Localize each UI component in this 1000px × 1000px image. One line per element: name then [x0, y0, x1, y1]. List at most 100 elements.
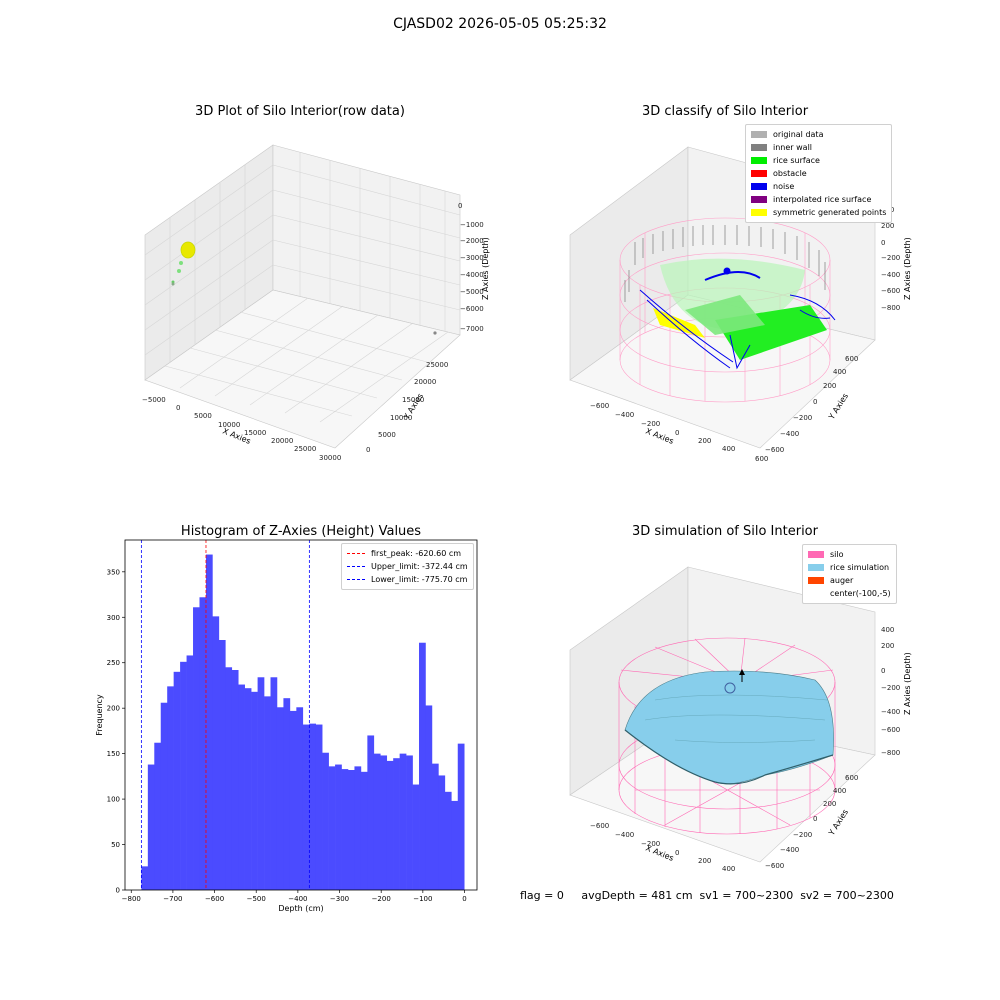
- svg-text:−200: −200: [641, 840, 660, 848]
- histogram-bar: [173, 671, 181, 890]
- histogram-bar: [231, 670, 239, 890]
- svg-text:−2000: −2000: [460, 237, 484, 245]
- histogram-bar: [347, 770, 355, 890]
- histogram-bar: [141, 866, 149, 890]
- axis-ticks: −600 −400 −200 0 200 400 −600 −400 −200 0 200 40…: [590, 626, 900, 873]
- svg-text:−5000: −5000: [460, 288, 484, 296]
- legend-item-interpolated-rice-surface: interpolated rice surface: [751, 193, 886, 206]
- svg-text:0: 0: [813, 815, 817, 823]
- histogram-bar: [309, 723, 317, 890]
- legend-item-noise: noise: [751, 180, 886, 193]
- y-tick-label: 350: [107, 568, 120, 576]
- svg-text:10000: 10000: [218, 421, 240, 429]
- histogram-bar: [289, 710, 297, 890]
- status-footer: flag = 0 avgDepth = 481 cm sv1 = 700~230…: [520, 889, 894, 902]
- rice-surface-points: [660, 258, 827, 360]
- z-axis-label: Z Axies (Depth): [903, 237, 912, 300]
- svg-text:200: 200: [698, 857, 711, 865]
- svg-text:−600: −600: [881, 287, 900, 295]
- y-axis-label: Y Axies: [827, 808, 851, 838]
- y-ticks: 0 50 100 150 200 250 300 350: [107, 568, 125, 895]
- legend-item-upper-limit: Upper_limit: -372.44 cm: [347, 560, 468, 573]
- svg-text:200: 200: [881, 222, 894, 230]
- svg-text:600: 600: [845, 355, 858, 363]
- svg-text:600: 600: [755, 455, 768, 463]
- histogram-bar: [335, 764, 342, 890]
- svg-text:200: 200: [823, 800, 836, 808]
- auger: [724, 669, 745, 694]
- histogram-bar: [257, 677, 265, 890]
- svg-text:20000: 20000: [271, 437, 293, 445]
- legend-item-obstacle: obstacle: [751, 167, 886, 180]
- histogram-bar: [218, 640, 226, 890]
- histogram-bar: [186, 655, 194, 890]
- z-axis-label: Z Axies (Depth): [903, 652, 912, 715]
- svg-text:0: 0: [176, 404, 180, 412]
- legend-item-lower-limit: Lower_limit: -775.70 cm: [347, 573, 468, 586]
- pane-back-walls: [144, 144, 461, 449]
- histogram-bar: [412, 784, 420, 890]
- histogram-bar: [270, 677, 278, 890]
- svg-text:−800: −800: [881, 304, 900, 312]
- svg-text:−400: −400: [615, 411, 634, 419]
- histogram-bar: [212, 616, 220, 890]
- svg-text:−5000: −5000: [142, 396, 166, 404]
- svg-text:200: 200: [698, 437, 711, 445]
- svg-text:25000: 25000: [426, 361, 448, 369]
- histogram-bar: [238, 684, 245, 890]
- svg-text:−6000: −6000: [460, 305, 484, 313]
- y-axis-label: Frequency: [95, 694, 104, 736]
- svg-text:0: 0: [881, 239, 885, 247]
- histogram-bars: [141, 554, 465, 890]
- histogram-bar: [373, 753, 381, 890]
- svg-text:400: 400: [881, 626, 894, 634]
- y-tick-label: 0: [116, 887, 120, 895]
- svg-text:−600: −600: [765, 862, 784, 870]
- histogram-bar: [167, 686, 174, 890]
- y-tick-label: 100: [107, 796, 120, 804]
- svg-text:15000: 15000: [244, 429, 266, 437]
- svg-text:−400: −400: [780, 430, 799, 438]
- svg-text:25000: 25000: [294, 445, 316, 453]
- histogram-bar: [244, 688, 252, 890]
- inner-wall-points: [624, 225, 826, 302]
- legend-item-center: center(-100,-5): [830, 589, 891, 598]
- svg-text:400: 400: [833, 368, 846, 376]
- histogram-bar: [160, 702, 168, 890]
- svg-text:−4000: −4000: [460, 271, 484, 279]
- plot-frame: [124, 539, 478, 891]
- svg-text:0: 0: [675, 429, 679, 437]
- x-tick-label: 0: [462, 895, 466, 903]
- svg-text:−200: −200: [641, 420, 660, 428]
- legend-item-first-peak: first_peak: -620.60 cm: [347, 547, 468, 560]
- svg-text:−600: −600: [881, 726, 900, 734]
- histogram-bar: [419, 642, 426, 890]
- svg-text:400: 400: [833, 787, 846, 795]
- histogram-bar: [386, 760, 394, 890]
- x-tick-label: −500: [247, 895, 266, 903]
- y-axis-label: Y Axies: [827, 392, 851, 422]
- y-tick-label: 250: [107, 659, 120, 667]
- svg-text:−400: −400: [881, 708, 900, 716]
- histogram-bar: [451, 800, 459, 890]
- histogram-bar: [406, 755, 413, 890]
- legend-item-symmetric-generated-points: symmetric generated points: [751, 206, 886, 219]
- x-axis-label: Depth (cm): [278, 904, 323, 913]
- histogram-bar: [328, 766, 336, 890]
- svg-text:−600: −600: [590, 402, 609, 410]
- svg-text:−400: −400: [615, 831, 634, 839]
- histogram-bar: [438, 775, 446, 890]
- legend-item-inner-wall: inner wall: [751, 141, 886, 154]
- panel4-title: 3D simulation of Silo Interior: [632, 524, 818, 539]
- noise-points: [639, 267, 836, 370]
- legend-item-auger: auger: [808, 574, 891, 587]
- x-axis-label: X Axies: [644, 427, 675, 446]
- svg-text:−400: −400: [881, 271, 900, 279]
- svg-text:−800: −800: [881, 749, 900, 757]
- rice-simulation-surface: [624, 670, 834, 785]
- svg-text:0: 0: [366, 446, 370, 454]
- legend-item-rice-simulation: rice simulation: [808, 561, 891, 574]
- panel4-3d-simulation: −600 −400 −200 0 200 400 −600 −400 −200 0 200 40…: [569, 566, 912, 873]
- svg-text:−400: −400: [780, 846, 799, 854]
